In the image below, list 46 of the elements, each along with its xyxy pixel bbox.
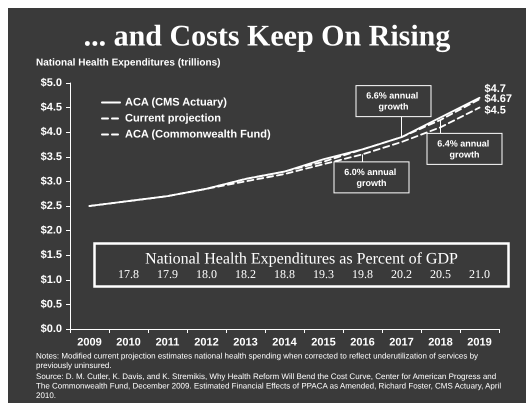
y-tick-label: $3.0 (40, 175, 62, 188)
x-tick-label: 2014 (272, 336, 298, 348)
y-tick-label: $0.0 (40, 323, 62, 335)
data-label: 19.8 (352, 267, 373, 281)
data-label: $4.5 (484, 104, 506, 117)
data-label: $4.67 (484, 93, 512, 106)
y-tick-label: $1.5 (40, 249, 62, 262)
legend-label: ACA (CMS Actuary) (125, 96, 228, 108)
source-note: Source: D. M. Cutler, K. Davis, and K. Stremikis, Why Health Reform Will Bend the Cost Curve, Center for American Progress and The Commonwealth Fund, December 2009. Estimated Financial Effects of PPACA as Amended, Richard Foster, CMS Actuary, April 2010. (36, 372, 504, 400)
annotation: 6.0% annual growth (344, 166, 399, 188)
x-tick-label: 2016 (350, 336, 375, 348)
x-tick-label: 2017 (389, 336, 414, 348)
y-tick-label: $4.0 (40, 126, 62, 138)
data-label: 17.8 (118, 267, 139, 281)
chart-title: ... and Costs Keep On Rising (84, 20, 450, 52)
legend-label: Current projection (125, 112, 222, 124)
y-tick-label: $2.0 (40, 224, 62, 237)
data-label: 17.9 (157, 267, 178, 281)
x-tick-label: 2015 (311, 336, 336, 348)
text: National Health Expenditures as Percent of GDP (145, 250, 458, 268)
x-tick-label: 2018 (428, 336, 453, 348)
y-tick-label: $0.5 (40, 298, 62, 310)
x-tick-label: 2011 (156, 336, 180, 348)
y-tick-label: $4.5 (40, 102, 62, 114)
x-tick-label: 2010 (116, 336, 141, 348)
x-tick-label: 2009 (77, 336, 102, 348)
y-axis-title: National Health Expenditures (trillions) (36, 58, 220, 68)
x-tick-label: 2012 (194, 336, 219, 348)
data-label: 21.0 (469, 267, 490, 281)
legend-label: ACA (Commonwealth Fund) (125, 128, 271, 140)
data-label: $4.7 (484, 82, 506, 95)
annotation: 6.4% annual growth (437, 138, 492, 160)
data-label: 20.5 (430, 267, 451, 281)
x-tick-label: 2013 (233, 336, 258, 348)
y-tick-label: $3.5 (40, 150, 62, 163)
annotation: 6.6% annual growth (366, 90, 421, 112)
data-label: 18.8 (274, 267, 295, 281)
data-label: 19.3 (313, 267, 334, 281)
data-label: 18.2 (235, 267, 256, 281)
data-label: 18.0 (196, 267, 217, 281)
data-label: 20.2 (391, 267, 412, 281)
y-tick-label: $5.0 (40, 77, 62, 89)
y-tick-label: $2.5 (40, 200, 62, 212)
text: Notes: Modified current projection estimates national health spending when corrected to reflect underutilization of services by previously uninsured. (36, 351, 480, 370)
y-tick-label: $1.0 (40, 274, 62, 286)
x-tick-label: 2019 (467, 336, 492, 348)
